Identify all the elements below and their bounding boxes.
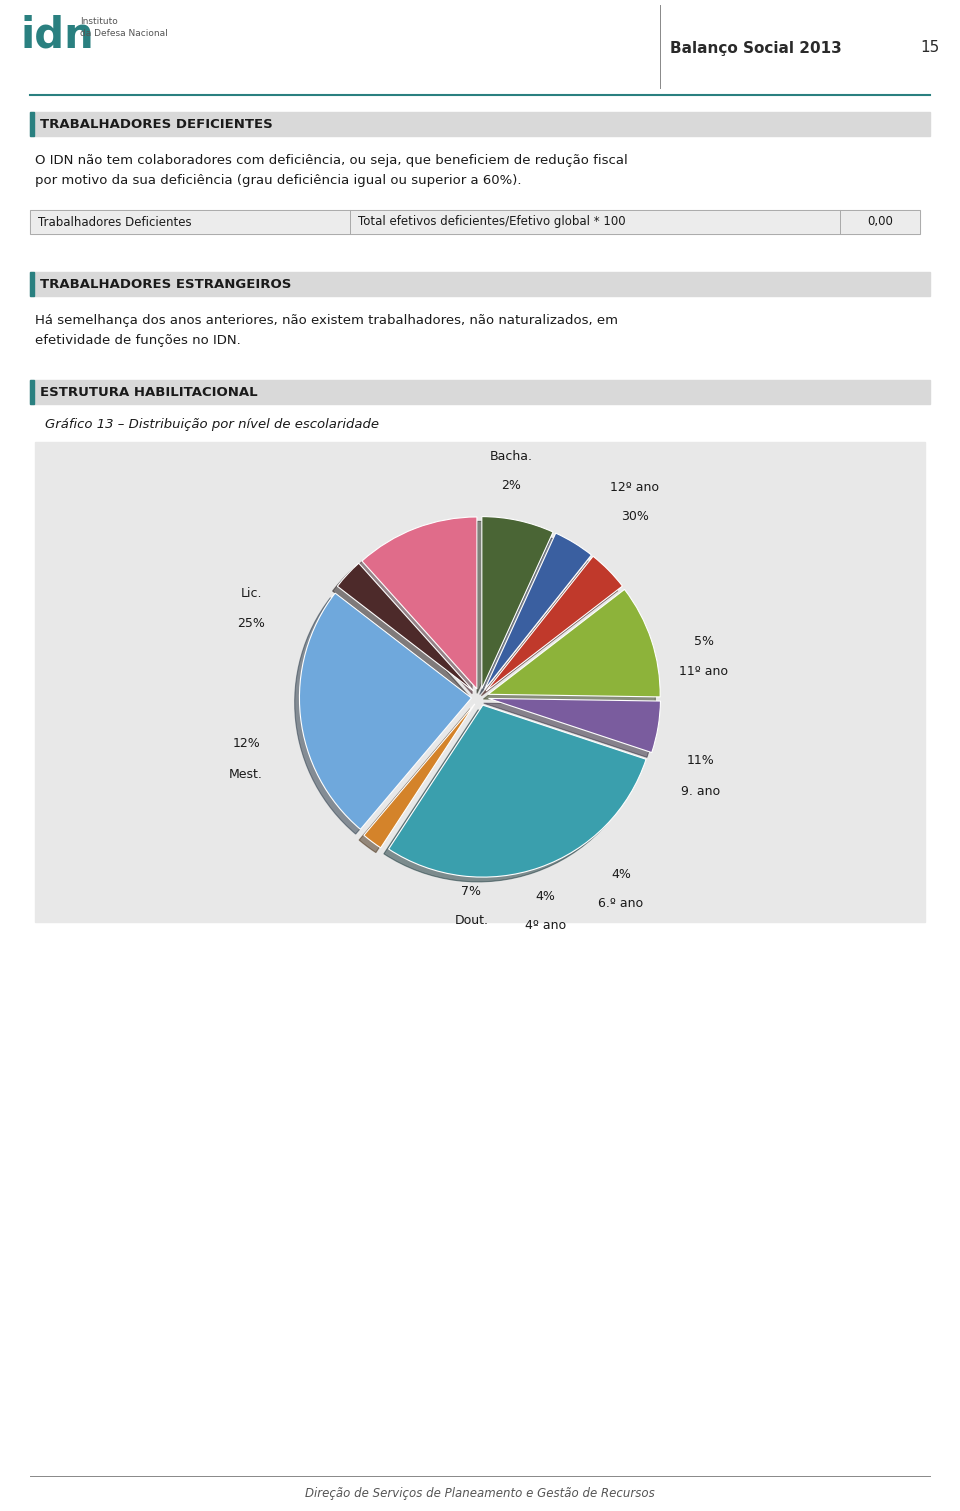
Wedge shape [485, 533, 591, 689]
Text: Trabalhadores Deficientes: Trabalhadores Deficientes [38, 216, 192, 228]
Bar [35, 443, 925, 922]
Text: 30%: 30% [621, 509, 649, 523]
Text: ESTRUTURA HABILITACIONAL: ESTRUTURA HABILITACIONAL [40, 385, 257, 399]
Text: Há semelhança dos anos anteriores, não existem trabalhadores, não naturalizados,: Há semelhança dos anos anteriores, não e… [35, 314, 618, 326]
Text: Total efetivos deficientes/Efetivo global * 100: Total efetivos deficientes/Efetivo globa… [358, 216, 626, 228]
Bar [30, 272, 34, 296]
Bar [30, 272, 930, 296]
Text: Balanço Social 2013: Balanço Social 2013 [670, 41, 842, 56]
Text: 11%: 11% [686, 754, 714, 768]
Text: Gráfico 13 – Distribuição por nível de escolaridade: Gráfico 13 – Distribuição por nível de e… [45, 419, 379, 431]
Bar [30, 210, 350, 234]
Bar [30, 112, 34, 136]
Text: Mest.: Mest. [229, 768, 263, 781]
Text: Instituto
da Defesa Nacional: Instituto da Defesa Nacional [80, 17, 168, 38]
Wedge shape [482, 517, 553, 689]
Text: efetividade de funções no IDN.: efetividade de funções no IDN. [35, 334, 241, 348]
Text: O IDN não tem colaboradores com deficiência, ou seja, que beneficiem de redução : O IDN não tem colaboradores com deficiên… [35, 154, 628, 168]
Text: Bacha.: Bacha. [490, 450, 533, 462]
Bar [350, 210, 840, 234]
Wedge shape [364, 704, 475, 848]
Text: 25%: 25% [237, 616, 265, 630]
Text: Lic.: Lic. [241, 588, 262, 600]
Wedge shape [300, 592, 471, 830]
Text: 11º ano: 11º ano [679, 665, 728, 678]
Wedge shape [489, 589, 660, 697]
Text: por motivo da sua deficiência (grau deficiência igual ou superior a 60%).: por motivo da sua deficiência (grau defi… [35, 174, 521, 187]
Bar [30, 112, 930, 136]
Bar [840, 210, 920, 234]
Wedge shape [337, 564, 473, 691]
Bar [30, 379, 930, 403]
Text: 7%: 7% [462, 885, 481, 898]
Text: 2%: 2% [501, 479, 521, 493]
Wedge shape [486, 556, 622, 691]
Bar [840, 210, 920, 234]
Text: 12%: 12% [232, 737, 260, 749]
Text: 4%: 4% [536, 890, 555, 904]
Text: 15: 15 [921, 41, 940, 56]
Wedge shape [362, 517, 477, 689]
Wedge shape [489, 698, 660, 752]
Text: idn: idn [20, 15, 94, 57]
Text: TRABALHADORES ESTRANGEIROS: TRABALHADORES ESTRANGEIROS [40, 278, 292, 290]
Text: TRABALHADORES DEFICIENTES: TRABALHADORES DEFICIENTES [40, 118, 273, 130]
Text: 9. ano: 9. ano [681, 786, 720, 798]
Text: 6.º ano: 6.º ano [598, 898, 643, 910]
Text: 0,00: 0,00 [867, 216, 893, 228]
Bar [350, 210, 840, 234]
Bar [30, 379, 34, 403]
Bar [30, 210, 350, 234]
Text: 12º ano: 12º ano [611, 480, 660, 494]
Text: 4º ano: 4º ano [525, 919, 566, 932]
Wedge shape [389, 706, 646, 876]
Text: Direção de Serviços de Planeamento e Gestão de Recursos: Direção de Serviços de Planeamento e Ges… [305, 1487, 655, 1499]
Text: 5%: 5% [693, 636, 713, 648]
Text: Dout.: Dout. [454, 914, 489, 928]
Text: 4%: 4% [612, 867, 631, 881]
